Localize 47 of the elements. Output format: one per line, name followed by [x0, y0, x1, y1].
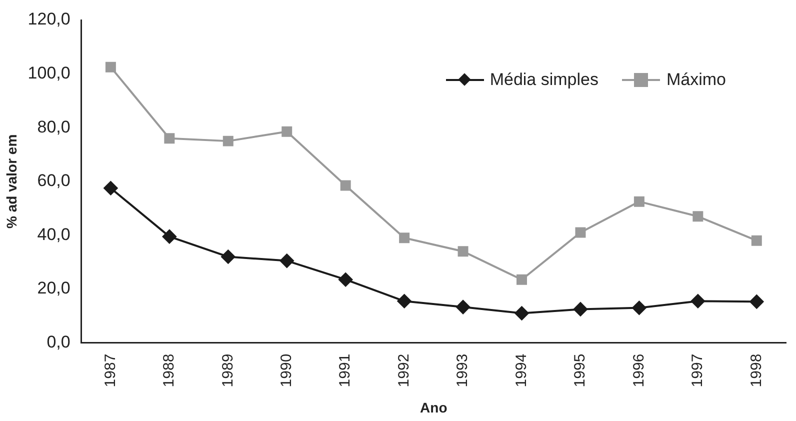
x-tick-label: 1991: [336, 354, 354, 388]
x-tick-label: 1998: [748, 354, 765, 388]
point: [104, 181, 118, 196]
x-tick-label: 1997: [689, 354, 706, 388]
point: [162, 230, 176, 244]
point: [164, 133, 175, 144]
y-tick-label: 120,0: [28, 10, 70, 29]
point: [105, 62, 116, 72]
point: [690, 294, 705, 308]
point: [222, 136, 234, 146]
y-tick-label: 80,0: [37, 117, 70, 136]
point: [634, 196, 644, 207]
point: [516, 274, 527, 285]
point: [399, 232, 410, 244]
point: [692, 211, 704, 222]
point: [573, 302, 588, 316]
y-tick-label: 20,0: [37, 278, 70, 298]
point: [456, 300, 470, 314]
y-tick-label: 100,0: [28, 63, 70, 82]
legend-label: Máximo: [666, 70, 726, 90]
point: [750, 294, 764, 309]
x-tick-label: 1990: [278, 354, 296, 388]
point: [340, 180, 351, 191]
x-tick-label: 1996: [630, 354, 648, 388]
y-tick-label: 40,0: [37, 224, 70, 244]
point: [397, 294, 412, 308]
point: [221, 250, 236, 264]
x-axis-title: Ano: [420, 399, 448, 416]
x-tick-label: 1995: [572, 354, 589, 388]
point: [751, 235, 762, 246]
x-tick-label: 1994: [512, 354, 530, 388]
y-tick-label: 0,0: [46, 332, 70, 352]
x-tick-label: 1993: [454, 354, 472, 388]
legend-label: Média simples: [490, 70, 598, 90]
point: [632, 300, 646, 315]
x-tick-label: 1987: [102, 354, 119, 388]
x-tick-label: 1988: [160, 354, 178, 388]
y-tick-label: 60,0: [37, 171, 70, 190]
point: [514, 306, 529, 320]
point: [575, 227, 586, 238]
point: [338, 272, 353, 287]
point: [280, 254, 294, 268]
point: [458, 246, 468, 257]
x-tick-label: 1992: [395, 354, 412, 388]
x-tick-label: 1989: [219, 354, 236, 388]
point: [282, 126, 292, 137]
y-axis-title: % ad valor em: [3, 134, 20, 228]
